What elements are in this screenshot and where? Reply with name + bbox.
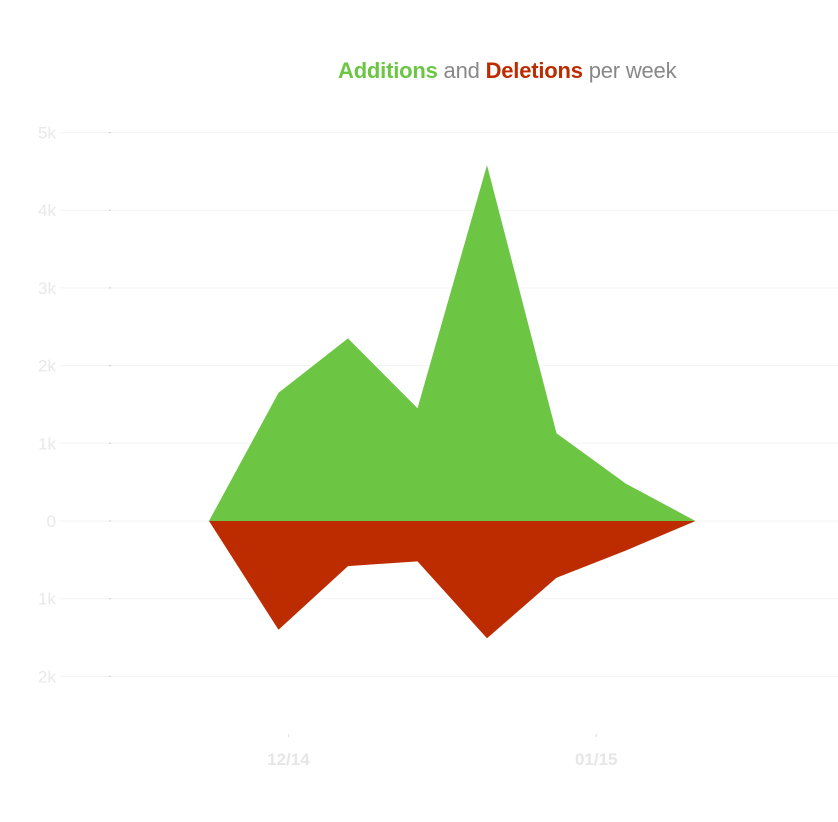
x-tick-label: 12/14	[267, 750, 310, 769]
area-layer	[209, 165, 696, 638]
deletions-area	[209, 521, 696, 638]
y-tick-label: 1k	[38, 590, 56, 609]
y-tick-label: 5k	[38, 124, 56, 143]
y-tick-label: 0	[47, 512, 56, 531]
x-axis: 12/14 01/15	[267, 734, 617, 769]
y-tick-label: 2k	[38, 357, 56, 376]
y-tick-label: 1k	[38, 434, 56, 453]
y-axis: 5k 4k 3k 2k 1k 0 1k 2k	[38, 124, 56, 687]
x-tick-label: 01/15	[575, 750, 618, 769]
y-tick-label: 3k	[38, 279, 56, 298]
y-tick-label: 2k	[38, 667, 56, 686]
y-tick-label: 4k	[38, 201, 56, 220]
additions-area	[209, 165, 696, 521]
